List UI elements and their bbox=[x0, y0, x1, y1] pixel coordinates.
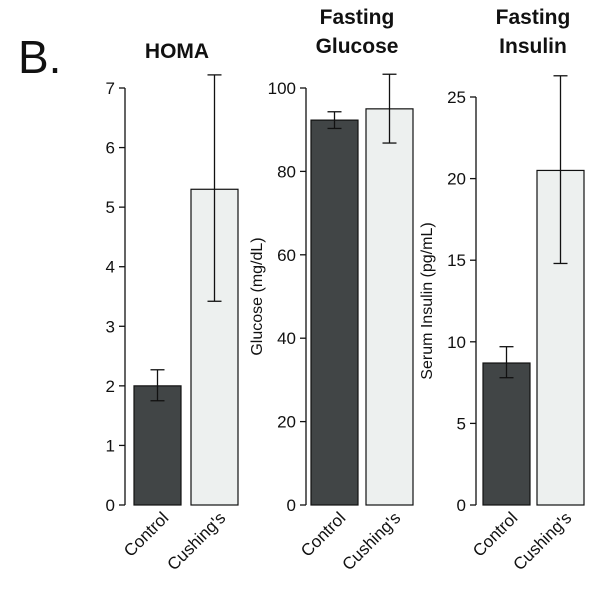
y-tick-label: 60 bbox=[277, 246, 296, 265]
y-tick-label: 40 bbox=[277, 329, 296, 348]
y-tick-label: 6 bbox=[106, 139, 115, 158]
y-tick-label: 0 bbox=[106, 496, 115, 515]
y-tick-label: 100 bbox=[268, 79, 296, 98]
y-tick-label: 7 bbox=[106, 79, 115, 98]
y-tick-label: 1 bbox=[106, 436, 115, 455]
y-tick-label: 2 bbox=[106, 377, 115, 396]
bar-control bbox=[133, 385, 182, 506]
chart-3: Fasting Insulin 0 5 10 15 20 25 Serum Insulin (p… bbox=[419, 6, 585, 574]
y-tick-label: 5 bbox=[106, 198, 115, 217]
category-label: Cushing's bbox=[163, 508, 229, 574]
category-label: Control bbox=[297, 508, 349, 560]
y-tick-label: 25 bbox=[447, 88, 466, 107]
y-tick-label: 20 bbox=[277, 413, 296, 432]
category-label: Cushing's bbox=[509, 508, 575, 574]
y-tick-label: 80 bbox=[277, 162, 296, 181]
y-tick-label: 4 bbox=[106, 258, 115, 277]
category-label: Control bbox=[469, 508, 521, 560]
y-tick-label: 5 bbox=[457, 414, 466, 433]
y-tick-label: 20 bbox=[447, 170, 466, 189]
chart-title-line: Fasting bbox=[320, 6, 395, 29]
panel-label: B. bbox=[18, 31, 62, 83]
bar-control bbox=[310, 119, 359, 506]
y-tick-label: 0 bbox=[287, 496, 296, 515]
chart-title-line: Fasting bbox=[496, 6, 571, 29]
chart-title-line: HOMA bbox=[145, 40, 209, 63]
y-tick-label: 0 bbox=[457, 496, 466, 515]
chart-2: Fasting Glucose 0 20 40 60 80 100 Glucose (mg/dL… bbox=[249, 6, 414, 574]
category-label: Cushing's bbox=[338, 508, 404, 574]
y-tick-label: 10 bbox=[447, 333, 466, 352]
category-label: Control bbox=[120, 508, 172, 560]
y-axis-label: Glucose (mg/dL) bbox=[249, 237, 266, 355]
chart-title-line: Glucose bbox=[316, 35, 399, 58]
y-tick-label: 3 bbox=[106, 317, 115, 336]
y-tick-label: 15 bbox=[447, 251, 466, 270]
bar-cushings bbox=[365, 108, 414, 506]
chart-title-line: Insulin bbox=[499, 35, 567, 58]
y-axis-label: Serum Insulin (pg/mL) bbox=[419, 222, 436, 379]
bar-control bbox=[482, 362, 531, 506]
